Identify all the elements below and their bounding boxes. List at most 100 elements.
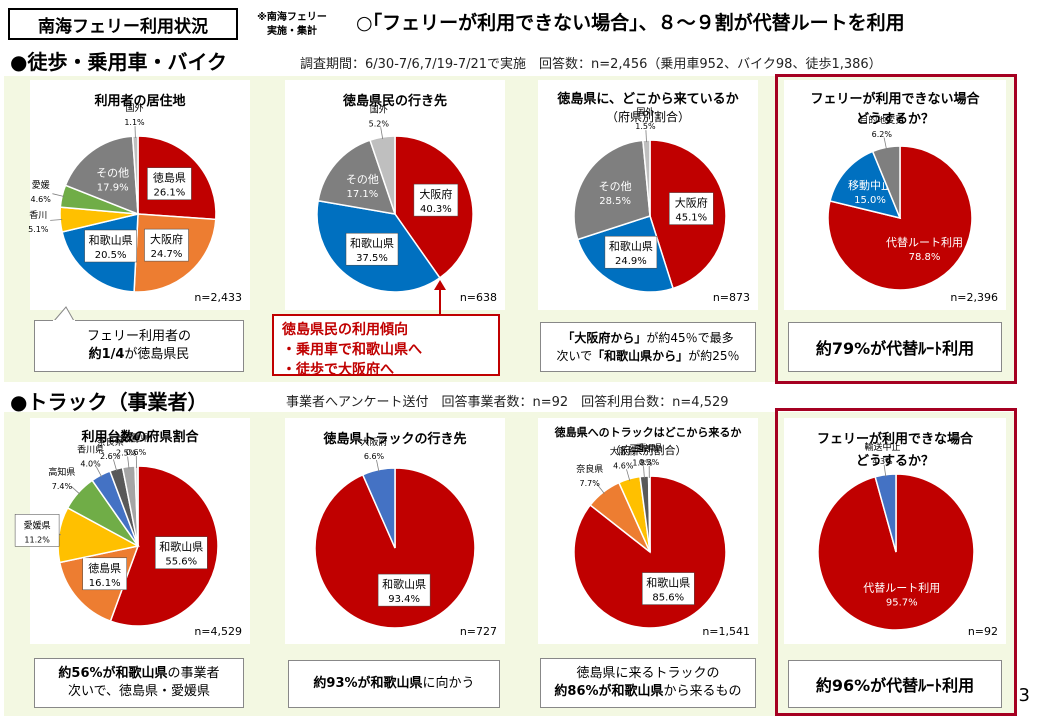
headline: ○｢フェリーが利用できない場合｣、８～９割が代替ルートを利用 <box>356 12 905 34</box>
slice-label: 和歌山県 <box>350 236 394 250</box>
slice-value: 4.0% <box>80 460 101 469</box>
pie-chart-truck-origin: 和歌山県 85.6% 奈良県 7.7% 大阪府 4.6% 三重県 1.8% 香川県 0.3% <box>573 442 727 629</box>
slice-value: 0.3% <box>639 458 660 467</box>
chart-panel-truck-origin: 徳島県へのトラックはどこから来るか （府県別割合） 和歌山県 85.6% 奈良県 7.… <box>538 418 758 644</box>
data-label-box <box>155 536 208 569</box>
slice-label: 和歌山県 <box>89 233 133 247</box>
slice-label: 大阪府 <box>113 433 140 445</box>
leader-line <box>643 466 645 479</box>
data-label-box <box>669 192 714 225</box>
chart-panel-origin: 徳島県に、どこから来ているか （府県別割合） 大阪府 45.1% 和歌山県 24.9%… <box>538 80 758 310</box>
leader-line <box>596 483 605 494</box>
leader-line <box>376 459 380 472</box>
callout-tokushima-trend: 徳島県民の利用傾向 ・乗用車で和歌山県へ ・徒歩で大阪府へ <box>272 314 500 378</box>
leader-line <box>626 469 631 481</box>
slice-value: 95.7% <box>886 598 918 609</box>
slice-label: 大阪府 <box>675 196 708 210</box>
slice-label: 愛媛 <box>32 179 50 191</box>
data-label-box <box>82 557 127 591</box>
slice-label: 国外 <box>125 102 143 114</box>
callout-text: 約56%が和歌山県の事業者 <box>58 666 220 681</box>
slice-value: 55.6% <box>165 557 197 568</box>
callout-text: ・乗用車で和歌山県へ <box>282 342 422 358</box>
chart-subtitle: どうするか？ <box>855 454 934 469</box>
slice-label: 代替ルート利用 <box>863 581 940 595</box>
slice-label: 三重県 <box>629 442 656 454</box>
slice-label: 高知県 <box>48 466 75 478</box>
slice-label: 香川県 <box>77 445 104 456</box>
slice-label: 目的地変更 <box>859 114 904 126</box>
slice-label: 奈良県 <box>576 463 603 475</box>
slice-value: 28.5% <box>599 196 631 207</box>
callout-alternative-79: 約79%が代替ﾙｰﾄ利用 <box>788 322 1002 372</box>
sample-size: n=727 <box>459 625 497 638</box>
slice-label: 輸送中止 <box>864 441 900 453</box>
slice-label: 国外 <box>370 103 388 115</box>
data-label-box <box>377 573 431 607</box>
pie-slice <box>64 135 139 216</box>
chart-title: 利用者の居住地 <box>94 94 186 109</box>
slice-value: 5.2% <box>369 119 390 128</box>
chart-panel-tokushima-destination: 徳島県民の行き先 大阪府 40.3% 和歌山県 37.5% その他 17.1% 国外 5.2%… <box>285 80 505 310</box>
sample-size: n=92 <box>967 625 998 638</box>
data-label-box <box>642 572 695 605</box>
slice-value: 93.4% <box>388 594 420 605</box>
pie-chart-truck-alternative: 代替ルート利用 95.7% 輸送中止 4.3% <box>817 441 975 631</box>
pie-chart-alternative: 代替ルート利用 78.8% 移動中止 15.0% 目的地変更 6.2% <box>827 114 973 291</box>
leader-line <box>70 485 81 495</box>
pie-slice <box>573 139 651 241</box>
callout-truck-origin: 徳島県に来るトラックの 約86%が和歌山県から来るもの <box>540 658 756 708</box>
slice-value: 7.7% <box>580 479 601 488</box>
slice-value: 17.9% <box>97 182 129 193</box>
sample-size: n=873 <box>712 291 750 304</box>
callout-truck-prefecture: 約56%が和歌山県の事業者 次いで、徳島県・愛媛県 <box>34 658 244 708</box>
survey-note-line2: 実施・集計 <box>267 26 317 37</box>
callout-origin: 「大阪府から」が約45％で最多 次いで「和歌山県から」が約25％ <box>540 322 756 372</box>
slice-label: 徳島県 <box>88 561 121 575</box>
chart-panel-truck-alternative: フェリーが利用できな場合 どうするか？ 代替ルート利用 95.7% 輸送中止 4.3%… <box>784 418 1006 644</box>
slice-value: 2.5% <box>116 449 137 458</box>
callout-text: ・徒歩で大阪府へ <box>282 362 394 378</box>
leader-line <box>113 459 118 472</box>
slice-value: 1.1% <box>124 118 145 127</box>
callout-text: 徳島県民の利用傾向 <box>282 322 408 338</box>
slice-value: 6.2% <box>872 130 893 139</box>
leader-line <box>883 137 887 150</box>
sample-size: n=2,396 <box>950 291 998 304</box>
slice-label: 和歌山県 <box>382 577 426 591</box>
survey-note: ※南海フェリー 実施・集計 <box>244 8 340 42</box>
slice-label: 和歌山県 <box>609 239 653 253</box>
slice-value: 11.2% <box>24 535 50 544</box>
section1-info: 調査期間：6/30-7/6,7/19-7/21で実施 回答数：n=2,456（乗… <box>300 57 882 72</box>
slice-label: 徳島県 <box>153 171 186 185</box>
sample-size: n=638 <box>459 291 497 304</box>
leader-line <box>52 193 65 197</box>
slice-label: 国外 <box>636 106 654 118</box>
callout-pointer <box>52 306 75 322</box>
data-label-box <box>147 167 192 200</box>
leader-line <box>95 466 103 478</box>
page-title: 南海フェリー利用状況 <box>8 8 238 40</box>
chart-title: 利用台数の府県割合 <box>81 430 199 445</box>
slice-label: 大阪府 <box>150 232 183 246</box>
chart-panel-truck-prefecture: 利用台数の府県割合 和歌山県 55.6% 徳島県 16.1% 愛媛県 11.2% 高知県 7.… <box>14 418 250 644</box>
slice-value: 24.7% <box>151 249 183 260</box>
slice-value: 20.5% <box>95 250 127 261</box>
callout-text: 「大阪府から」が約45％で最多 <box>562 331 734 345</box>
survey-note-line1: ※南海フェリー <box>257 12 327 23</box>
chart-subtitle: どうするか？ <box>855 112 934 127</box>
callout-truck-destination: 約93%が和歌山県に向かう <box>288 660 500 708</box>
section2-title: ●トラック（事業者） <box>10 390 208 414</box>
slice-value: 16.1% <box>89 578 121 589</box>
leader-line <box>380 127 384 140</box>
slice-value: 45.1% <box>675 213 707 224</box>
slice-label: 三重県 <box>123 432 150 444</box>
pie-chart-origin: 大阪府 45.1% 和歌山県 24.9% その他 28.5% 国外 1.5% <box>573 106 727 293</box>
slice-label: 大阪府 <box>419 187 452 201</box>
section2-info: 事業者へアンケート送付 回答事業者数：n=92 回答利用台数：n=4,529 <box>286 395 729 410</box>
slice-value: 2.6% <box>100 452 121 461</box>
callout-text: 徳島県に来るトラックの <box>576 666 720 681</box>
slice-value: 1.8% <box>632 458 653 467</box>
slice-label: 大阪府 <box>610 446 637 458</box>
highlight-frame-row2 <box>775 408 1017 716</box>
